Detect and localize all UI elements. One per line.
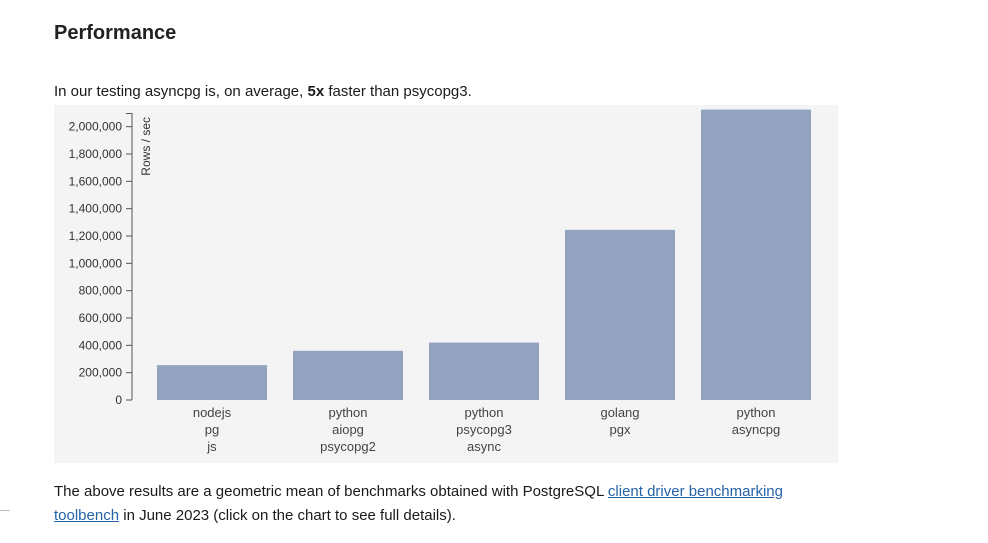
x-category-label: psycopg2 [320, 439, 376, 454]
section-heading: Performance [54, 22, 177, 44]
y-tick-label: 2,000,000 [69, 120, 123, 134]
bar [701, 109, 811, 400]
x-category-label: asyncpg [732, 422, 780, 437]
intro-suffix: faster than psycopg3. [324, 83, 472, 100]
x-category-label: pg [205, 422, 219, 437]
bar [565, 229, 675, 400]
intro-prefix: In our testing asyncpg is, on average, [54, 83, 308, 100]
y-tick-label: 800,000 [79, 284, 123, 298]
chart-svg: 0 200,000 400,000 600,000 800,000 1,000,000 1,… [69, 109, 811, 454]
x-category-label: js [206, 439, 217, 454]
y-tick-label: 200,000 [79, 366, 123, 380]
y-axis-title: Rows / sec [139, 117, 153, 176]
y-tick-label: 1,200,000 [69, 229, 123, 243]
y-tick-label: 1,400,000 [69, 202, 123, 216]
y-tick-label: 1,600,000 [69, 174, 123, 188]
footer-text-before: The above results are a geometric mean o… [54, 483, 608, 500]
x-category-label: python [328, 405, 367, 420]
y-tick-label: 0 [115, 393, 122, 407]
intro-highlight: 5x [307, 83, 325, 100]
x-category-label: python [464, 405, 503, 420]
x-category-label: async [467, 439, 501, 454]
y-tick-label: 600,000 [79, 311, 123, 325]
footer-text: The above results are a geometric mean o… [54, 480, 814, 528]
y-tick-label: 1,800,000 [69, 147, 123, 161]
bar [293, 350, 403, 400]
x-category-label: psycopg3 [456, 422, 512, 437]
bar [157, 365, 267, 400]
x-category-label: nodejs [193, 405, 232, 420]
y-tick-label: 1,000,000 [69, 256, 123, 270]
x-category-label: python [736, 405, 775, 420]
x-category-label: pgx [610, 422, 631, 437]
y-tick-label: 400,000 [79, 338, 123, 352]
x-category-label: aiopg [332, 422, 364, 437]
benchmark-toolbench-link[interactable]: client driver benchmarking toolbench [54, 483, 783, 524]
x-category-label: golang [600, 405, 639, 420]
footer-text-after: in June 2023 (click on the chart to see … [119, 507, 456, 524]
margin-divider [0, 510, 10, 511]
bar [429, 342, 539, 400]
benchmark-chart[interactable]: 0 200,000 400,000 600,000 800,000 1,000,000 1,… [54, 105, 838, 463]
intro-text: In our testing asyncpg is, on average, 5… [54, 83, 472, 100]
